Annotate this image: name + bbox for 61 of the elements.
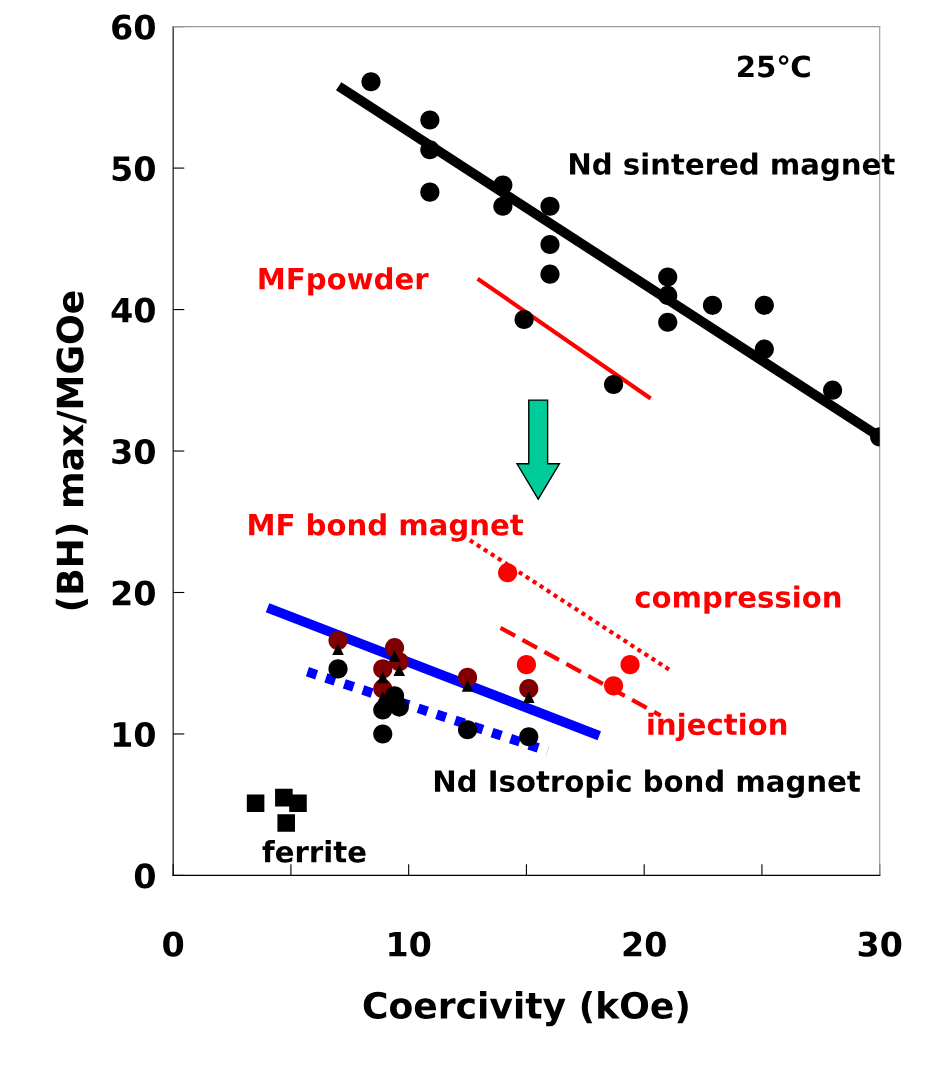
point	[540, 264, 560, 284]
annotation: 25℃	[738, 55, 810, 78]
y-tick-label: 30	[112, 438, 155, 465]
annotation: MFpowder	[259, 267, 429, 296]
point	[461, 680, 474, 692]
point	[540, 196, 560, 216]
point	[519, 679, 539, 699]
point	[522, 691, 535, 703]
point	[754, 339, 774, 359]
point	[376, 691, 389, 703]
point	[289, 794, 307, 813]
x-tick-label: 10	[389, 931, 431, 957]
point	[702, 295, 723, 315]
point	[373, 700, 393, 720]
y-axis-title: (BH) max/MGOe	[55, 291, 88, 610]
y-tick-label: 60	[112, 14, 155, 40]
point	[620, 655, 640, 675]
point	[373, 724, 393, 744]
y-tick-label: 0	[134, 863, 155, 889]
point	[658, 267, 678, 287]
point	[604, 374, 624, 395]
x-axis-title: Coercivity (kOe)	[363, 991, 688, 1027]
point	[328, 659, 348, 679]
y-tick-label: 20	[112, 580, 155, 606]
point	[604, 676, 624, 696]
point	[420, 110, 440, 130]
point	[332, 643, 344, 655]
point	[519, 727, 539, 747]
point	[658, 285, 678, 305]
y-tick-label: 50	[112, 156, 155, 182]
point	[457, 667, 478, 687]
point	[361, 72, 381, 92]
point	[754, 295, 774, 315]
y-tick-label: 10	[113, 721, 155, 748]
annotation: compression	[635, 585, 841, 614]
point	[514, 309, 534, 330]
point	[493, 196, 513, 216]
x-tick-label: 20	[623, 931, 666, 957]
point	[420, 140, 440, 160]
point	[420, 182, 440, 202]
annotation: ferrite	[262, 840, 366, 863]
annotation: Nd Isotropic bond magnet	[434, 769, 861, 798]
y-tick-label: 40	[111, 297, 155, 323]
annotation: injection	[648, 712, 787, 742]
point	[823, 380, 843, 400]
point	[393, 664, 406, 677]
point	[516, 655, 536, 675]
point	[540, 234, 560, 255]
point	[389, 697, 409, 717]
point	[376, 671, 389, 684]
annotation: Nd sintered magnet	[570, 152, 895, 181]
point	[457, 720, 478, 740]
point	[277, 814, 295, 832]
point	[493, 175, 513, 195]
x-tick-label: 0	[163, 931, 184, 957]
point	[498, 563, 518, 583]
point	[658, 312, 678, 332]
point	[246, 794, 265, 813]
annotation: MF bond magnet	[249, 513, 524, 542]
point	[373, 659, 393, 679]
x-tick-label: 30	[858, 931, 902, 957]
